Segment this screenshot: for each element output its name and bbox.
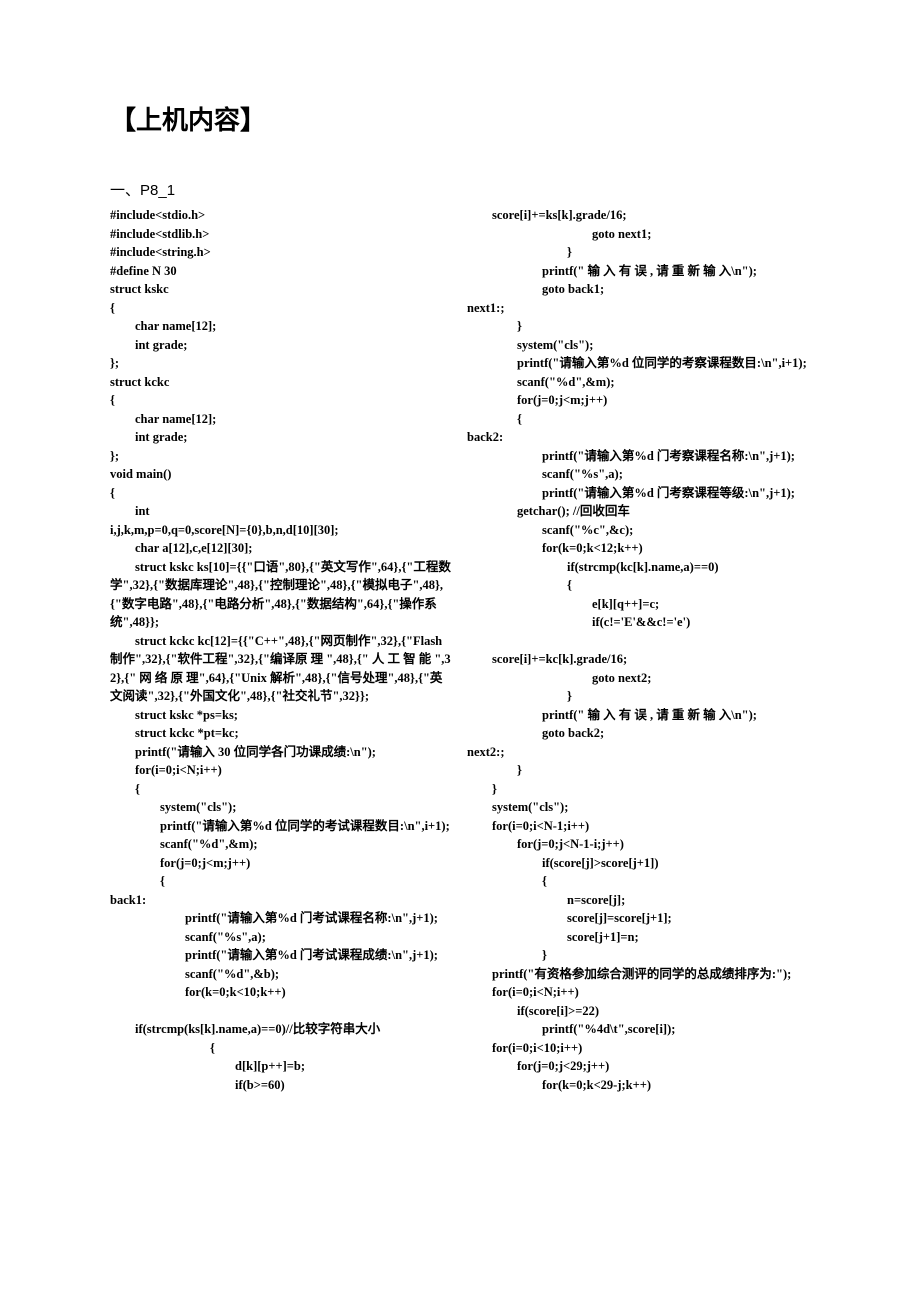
code-column-left: #include<stdio.h> #include<stdlib.h> #in… <box>110 206 453 1094</box>
section-subheading: 一、P8_1 <box>110 179 810 200</box>
code-columns: #include<stdio.h> #include<stdlib.h> #in… <box>110 206 810 1094</box>
subheading-label: 一、 <box>110 183 140 199</box>
code-column-right: score[i]+=ks[k].grade/16; goto next1; } … <box>467 206 810 1094</box>
subheading-code: P8_1 <box>140 182 175 199</box>
page-heading: 【上机内容】 <box>110 100 810 137</box>
